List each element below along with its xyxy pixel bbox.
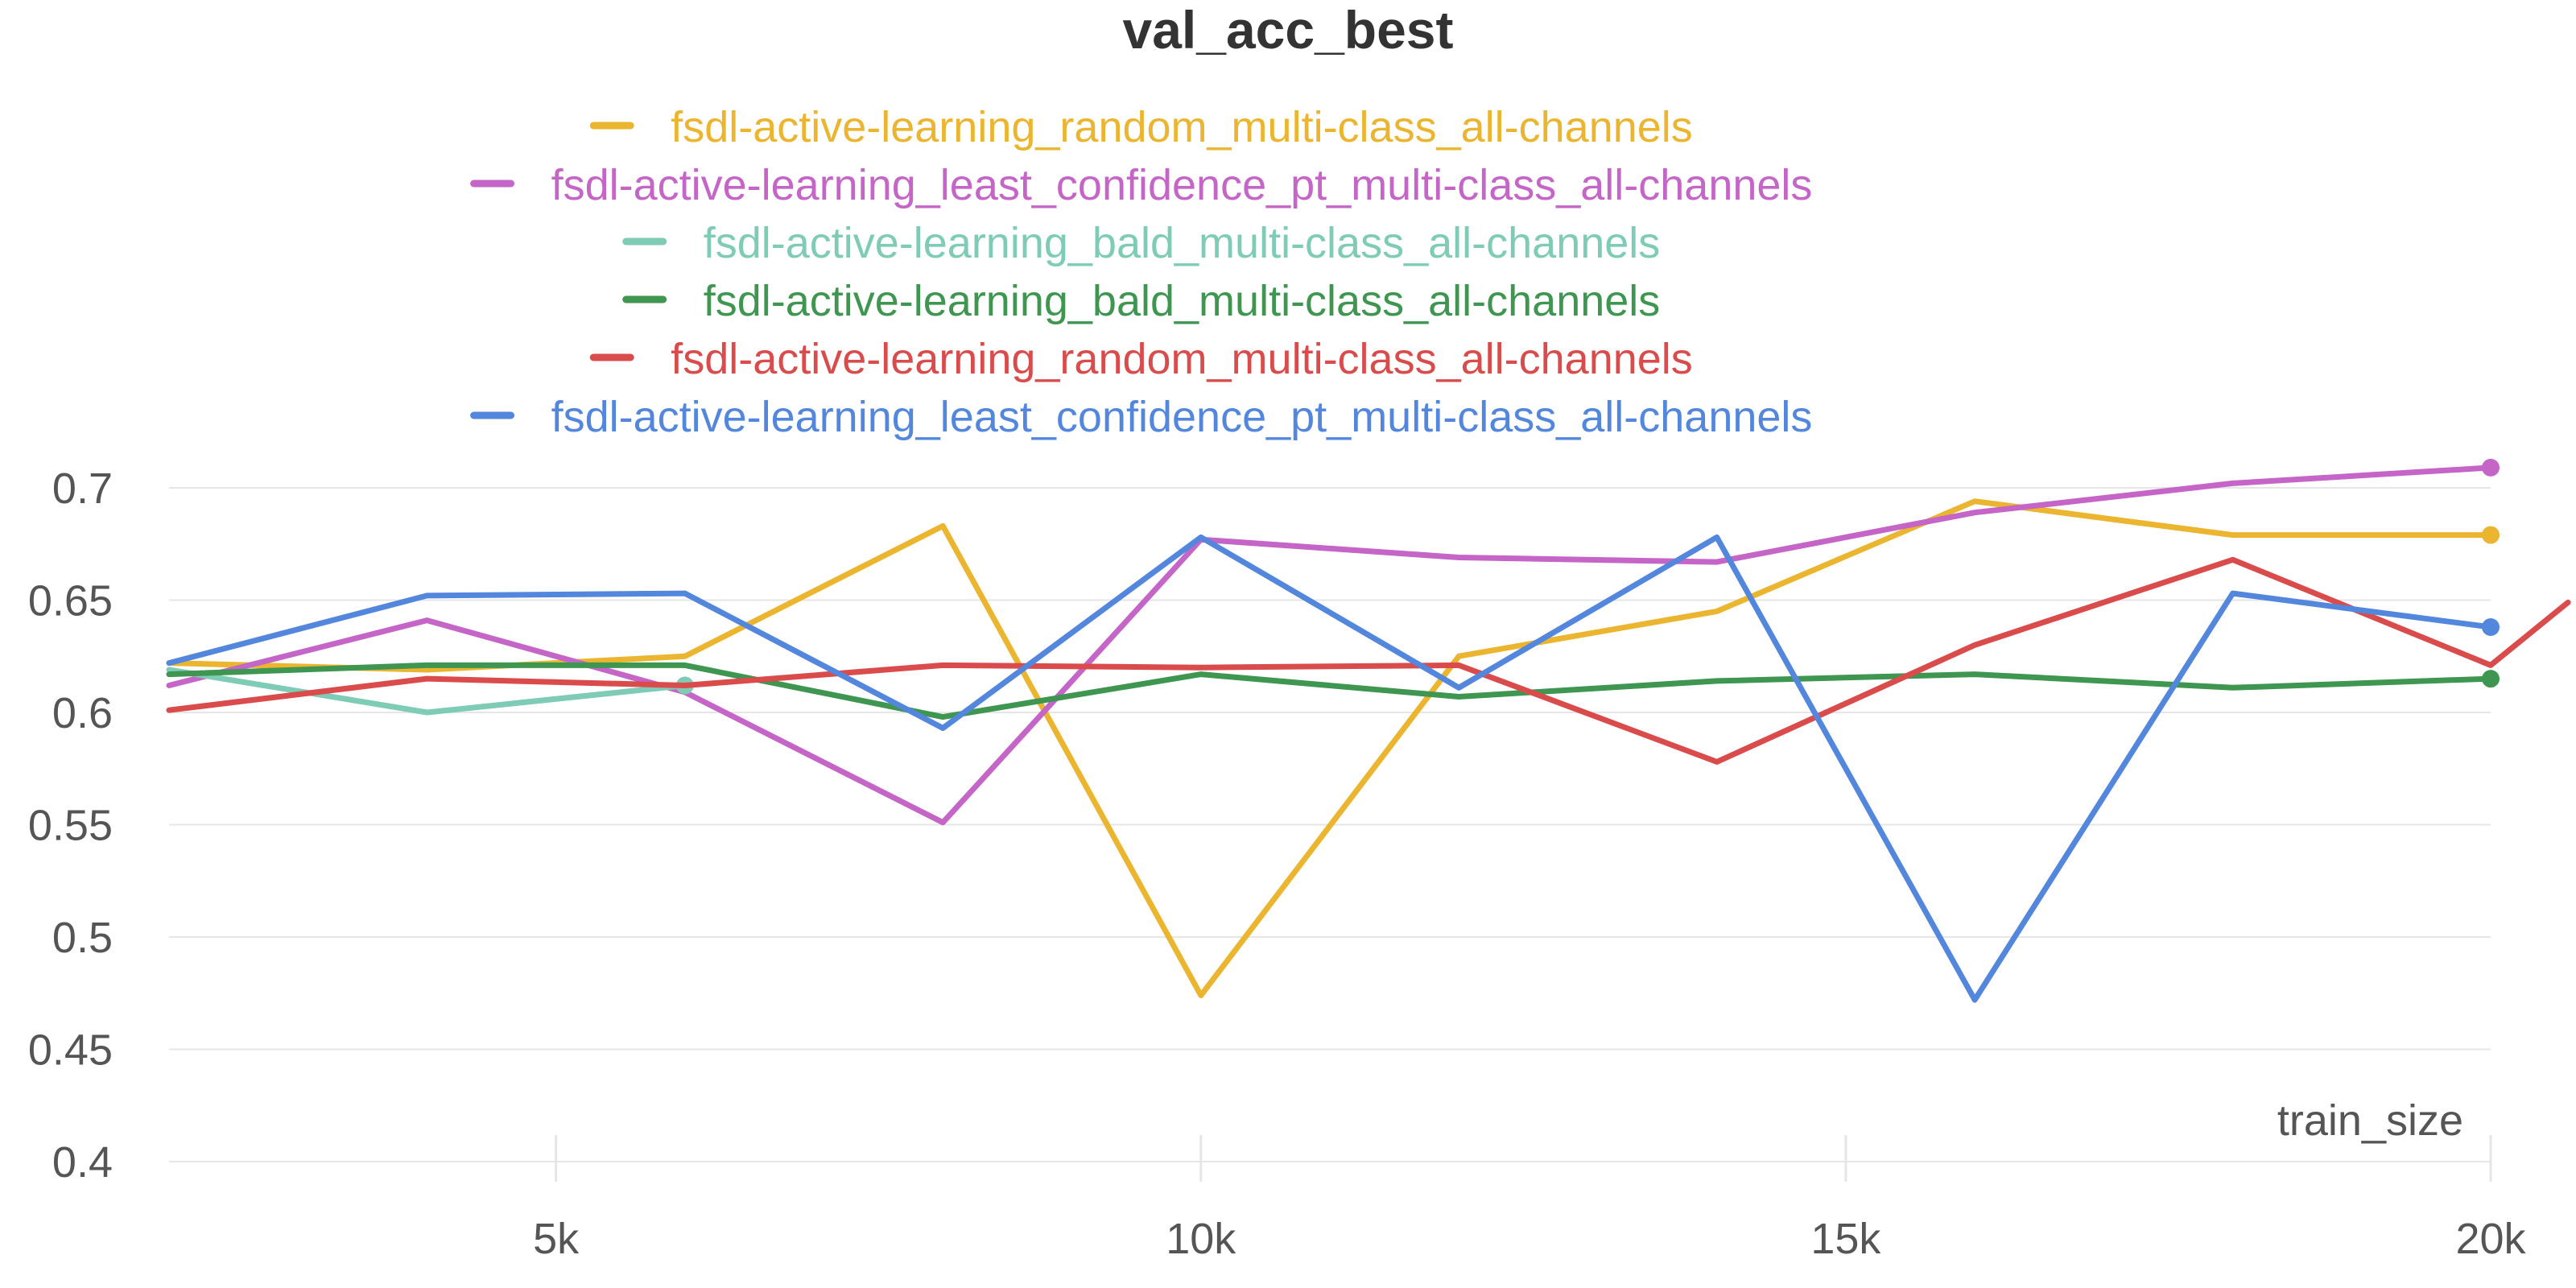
series-line [166, 464, 2494, 826]
y-axis-ticks: 0.4 0.45 0.5 0.55 0.6 0.65 0.7 [28, 464, 113, 1187]
series-end-marker [2482, 617, 2500, 636]
legend-label: fsdl-active-learning_least_confidence_pt… [551, 161, 1813, 209]
legend-label: fsdl-active-learning_bald_multi-class_al… [704, 277, 1661, 325]
chart-title: val_acc_best [1123, 0, 1454, 60]
series-end-marker [2482, 526, 2500, 544]
series-end-marker [2482, 670, 2500, 688]
legend-label: fsdl-active-learning_bald_multi-class_al… [704, 219, 1661, 267]
y-tick-label: 0.6 [52, 689, 113, 737]
chart-legend: fsdl-active-learning_random_multi-class_… [470, 103, 1813, 441]
y-tick-label: 0.65 [28, 577, 113, 625]
plot-area [166, 458, 2571, 1003]
legend-item[interactable]: fsdl-active-learning_least_confidence_pt… [470, 393, 1813, 441]
x-axis-label: train_size [2277, 1096, 2463, 1145]
y-tick-label: 0.45 [28, 1026, 113, 1075]
series-end-marker [2482, 458, 2500, 477]
x-tick-label: 5k [533, 1215, 580, 1263]
series-line [166, 534, 2494, 1003]
legend-item[interactable]: fsdl-active-learning_bald_multi-class_al… [622, 277, 1661, 325]
legend-item[interactable]: fsdl-active-learning_random_multi-class_… [589, 335, 1693, 383]
y-tick-label: 0.4 [52, 1138, 113, 1187]
x-axis-ticks: 5k 10k 15k 20k [533, 1135, 2527, 1263]
series-line [166, 662, 2494, 720]
series-line [166, 667, 688, 716]
series-line [166, 556, 2571, 765]
series-line [166, 498, 2494, 998]
legend-item[interactable]: fsdl-active-learning_bald_multi-class_al… [622, 219, 1661, 267]
legend-label: fsdl-active-learning_random_multi-class_… [671, 103, 1693, 151]
x-tick-label: 15k [1810, 1215, 1881, 1263]
x-tick-label: 20k [2455, 1215, 2526, 1263]
y-tick-label: 0.55 [28, 802, 113, 850]
legend-label: fsdl-active-learning_least_confidence_pt… [551, 393, 1813, 441]
y-tick-label: 0.7 [52, 464, 113, 513]
legend-item[interactable]: fsdl-active-learning_least_confidence_pt… [470, 161, 1813, 209]
x-tick-label: 10k [1166, 1215, 1236, 1263]
y-tick-label: 0.5 [52, 914, 113, 962]
legend-label: fsdl-active-learning_random_multi-class_… [671, 335, 1693, 383]
legend-item[interactable]: fsdl-active-learning_random_multi-class_… [589, 103, 1693, 151]
